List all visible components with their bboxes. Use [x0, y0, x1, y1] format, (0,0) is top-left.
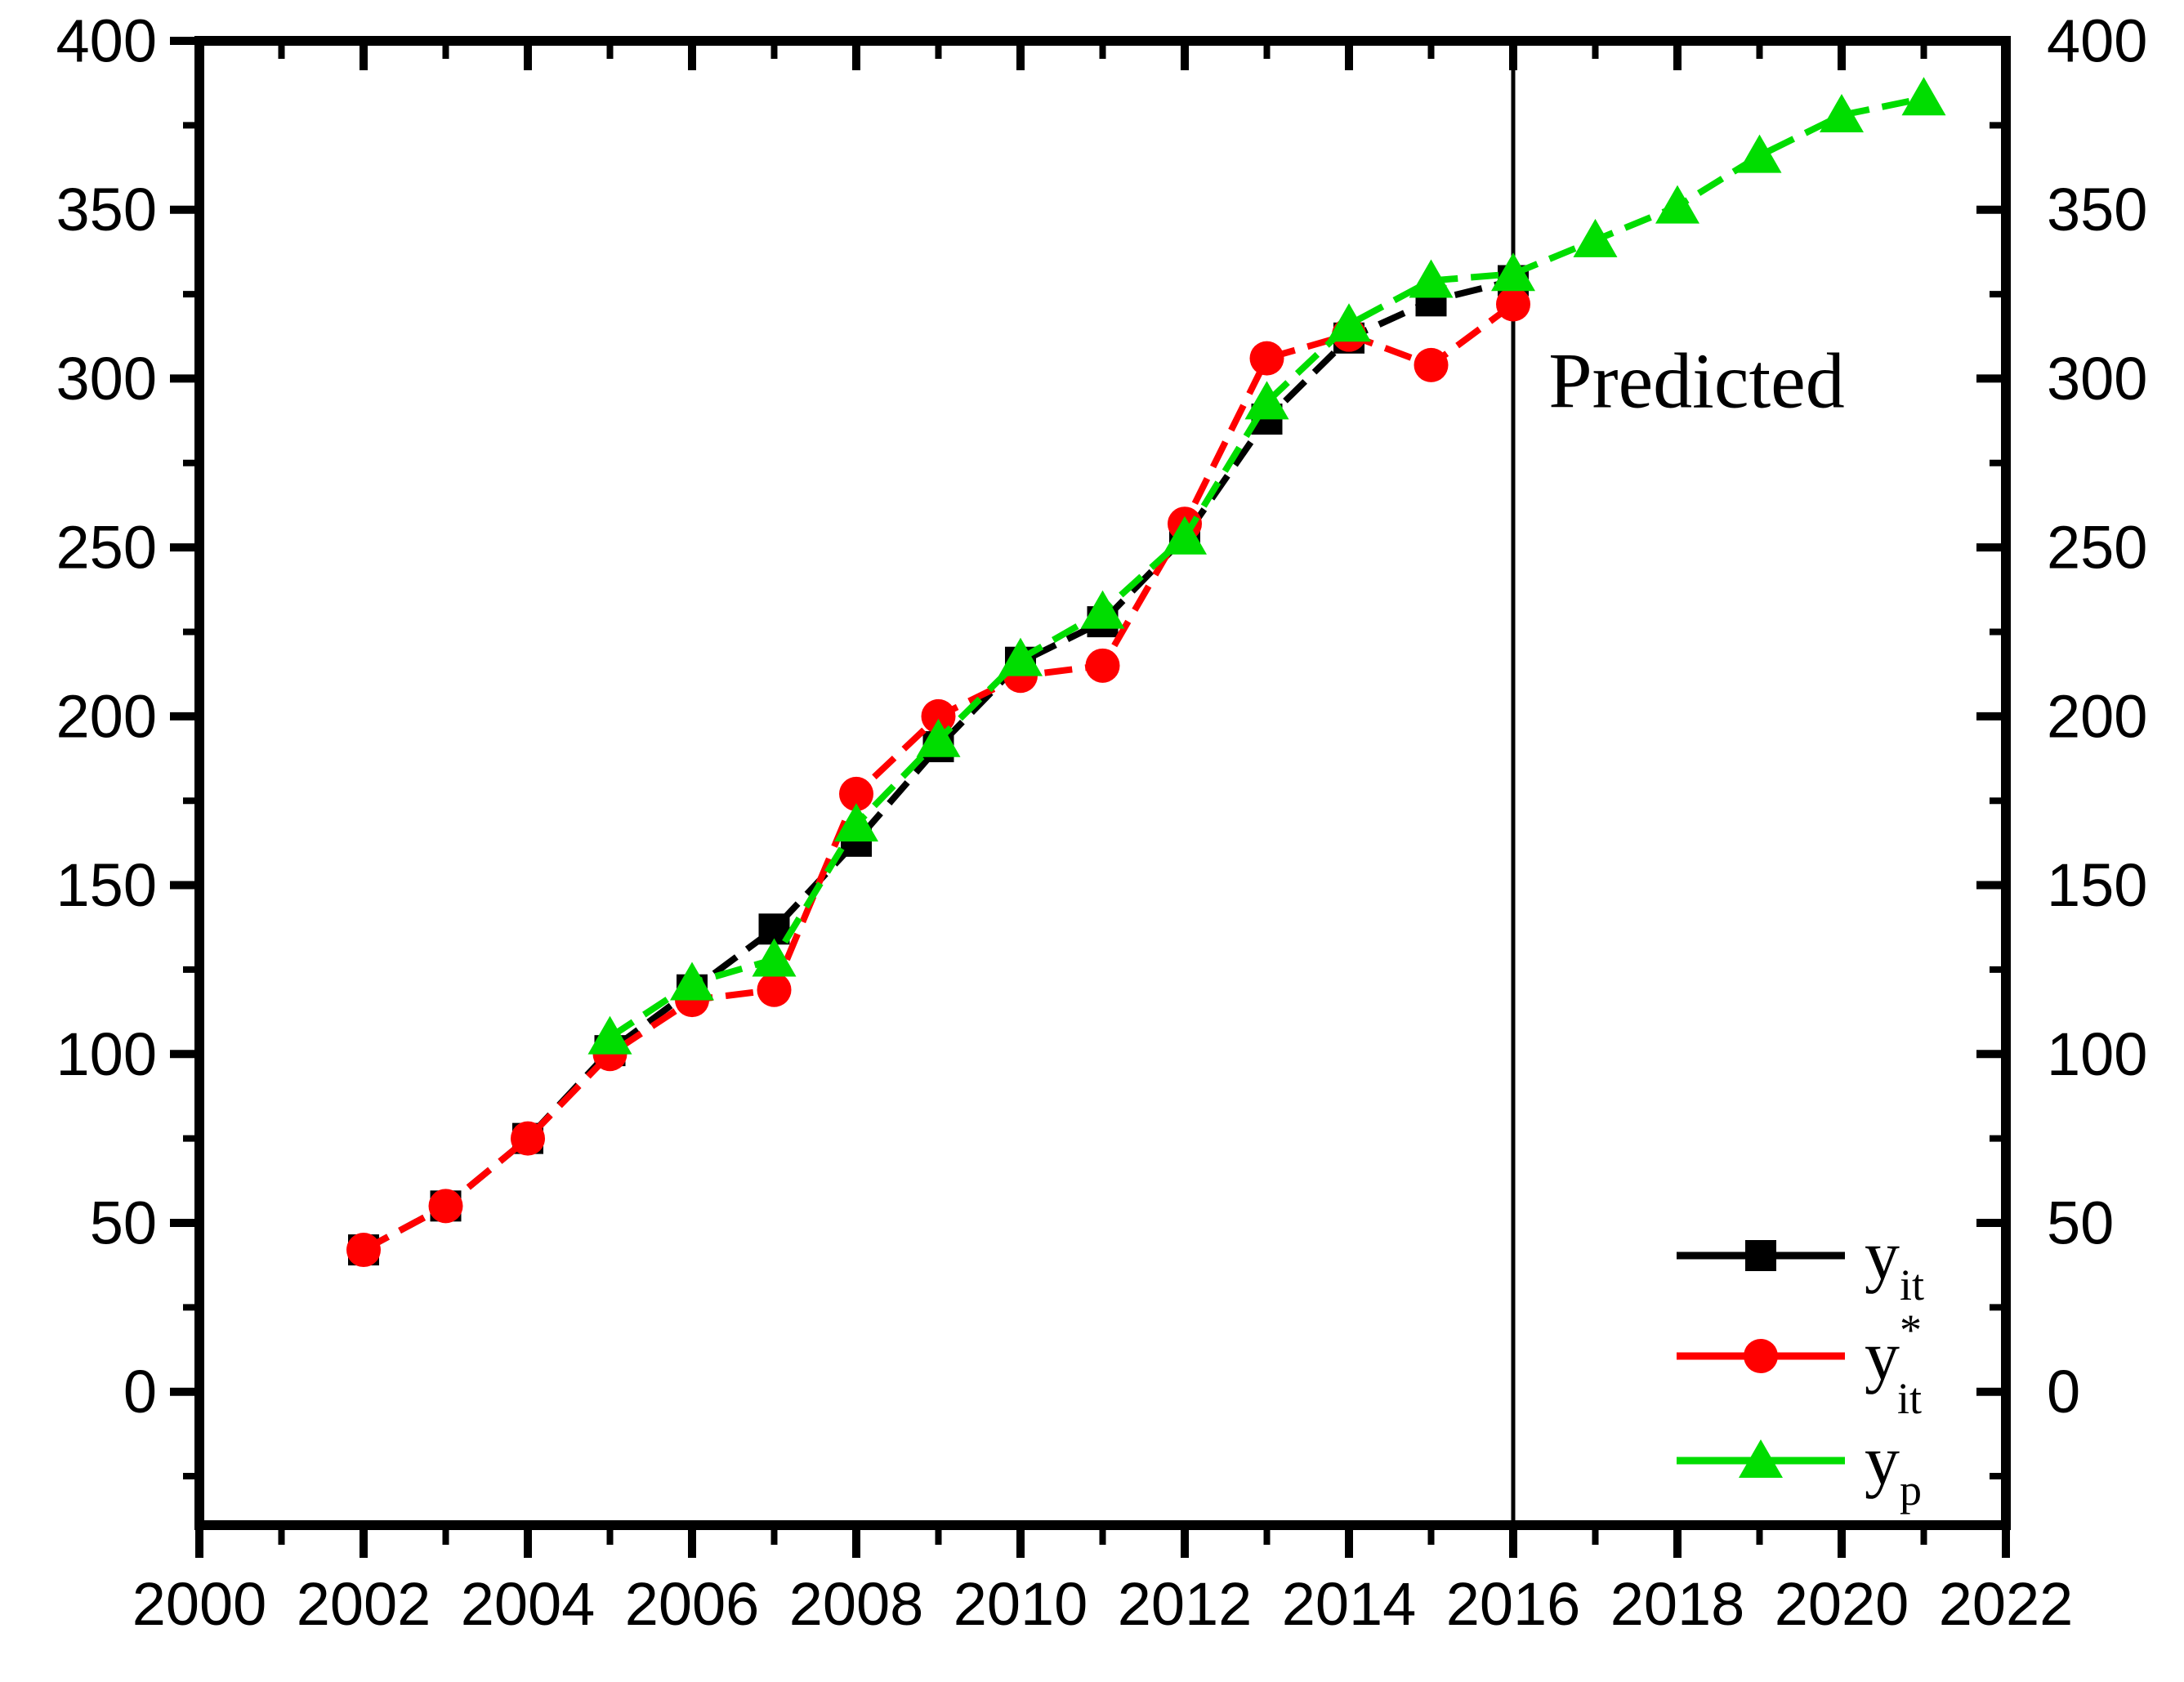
legend-entry: y* it [1677, 1305, 1922, 1423]
x-tick-label: 2000 [132, 1570, 267, 1638]
y-tick-label-left: 300 [56, 345, 157, 413]
marker-triangle [1409, 259, 1454, 298]
series-y-it [348, 265, 1529, 1266]
marker-triangle [1080, 590, 1125, 629]
marker-triangle [587, 1015, 632, 1055]
marker-triangle [1737, 134, 1782, 173]
y-tick-label-right: 50 [2047, 1189, 2114, 1256]
legend-label: y* it [1865, 1305, 1922, 1423]
x-tick-label: 2018 [1610, 1570, 1745, 1638]
marker-triangle [1573, 218, 1618, 257]
x-tick-label: 2012 [1118, 1570, 1253, 1638]
y-axis: 0 0 50 50 100 100 150 150 200 200 250 250 300 300 350 3… [56, 7, 2147, 1480]
marker-circle [1744, 1339, 1778, 1373]
x-tick-label: 2022 [1939, 1570, 2074, 1638]
y-tick-label-right: 0 [2047, 1358, 2080, 1425]
marker-triangle [916, 718, 961, 757]
marker-circle [1249, 341, 1284, 376]
marker-triangle [1655, 185, 1699, 224]
x-tick-label: 2010 [954, 1570, 1088, 1638]
series-line [362, 277, 1514, 1253]
y-tick-label-right: 250 [2047, 514, 2147, 582]
y-tick-label-left: 200 [56, 682, 157, 750]
y-tick-label-right: 200 [2047, 682, 2147, 750]
marker-triangle [670, 961, 714, 1001]
x-tick-label: 2016 [1446, 1570, 1581, 1638]
marker-circle [346, 1233, 381, 1268]
marker-triangle [998, 637, 1043, 676]
series-y-p [587, 77, 1946, 1055]
x-tick-label: 2014 [1282, 1570, 1417, 1638]
marker-triangle [1739, 1439, 1783, 1478]
marker-circle [511, 1121, 545, 1156]
x-tick-label: 2008 [789, 1570, 924, 1638]
y-tick-label-left: 100 [56, 1020, 157, 1088]
y-tick-label-right: 400 [2047, 7, 2147, 75]
marker-triangle [1901, 77, 1946, 116]
series-line [362, 301, 1516, 1253]
series-line [608, 95, 1925, 1040]
y-tick-label-right: 300 [2047, 345, 2147, 413]
y-tick-label-right: 150 [2047, 851, 2147, 919]
x-tick-label: 2020 [1775, 1570, 1909, 1638]
y-tick-label-left: 400 [56, 7, 157, 75]
x-tick-label: 2002 [297, 1570, 431, 1638]
marker-triangle [1244, 381, 1289, 420]
marker-circle [921, 698, 956, 734]
predicted-label: Predicted [1548, 337, 1845, 425]
marker-circle [1414, 347, 1449, 382]
x-tick-label: 2006 [625, 1570, 760, 1638]
marker-circle [757, 972, 792, 1007]
x-tick-label: 2004 [461, 1570, 596, 1638]
marker-triangle [1820, 93, 1864, 132]
legend-label: yit [1865, 1216, 1924, 1309]
marker-triangle [1163, 515, 1207, 555]
marker-triangle [834, 803, 878, 842]
y-tick-label-right: 100 [2047, 1020, 2147, 1088]
marker-square [1745, 1240, 1776, 1271]
marker-circle [839, 776, 873, 811]
series-y-it-star [346, 287, 1530, 1268]
y-tick-label-left: 0 [123, 1358, 157, 1425]
marker-triangle [1327, 303, 1371, 342]
y-tick-label-left: 150 [56, 851, 157, 919]
plot-frame [194, 36, 2011, 1530]
marker-triangle [752, 938, 797, 977]
marker-circle [428, 1189, 463, 1224]
legend-label: yp [1865, 1421, 1922, 1515]
x-axis: 2000 2002 2004 2006 2008 2010 2012 2014 2016 2018… [132, 41, 2074, 1638]
y-tick-label-left: 250 [56, 514, 157, 582]
y-tick-label-left: 50 [90, 1189, 157, 1256]
marker-triangle [1491, 252, 1535, 292]
y-tick-label-left: 350 [56, 176, 157, 243]
legend-entry: yp [1677, 1421, 1922, 1515]
y-tick-label-right: 350 [2047, 176, 2147, 243]
legend-entry: yit [1677, 1216, 1924, 1309]
marker-circle [1085, 648, 1120, 683]
marker-circle [1496, 287, 1530, 322]
